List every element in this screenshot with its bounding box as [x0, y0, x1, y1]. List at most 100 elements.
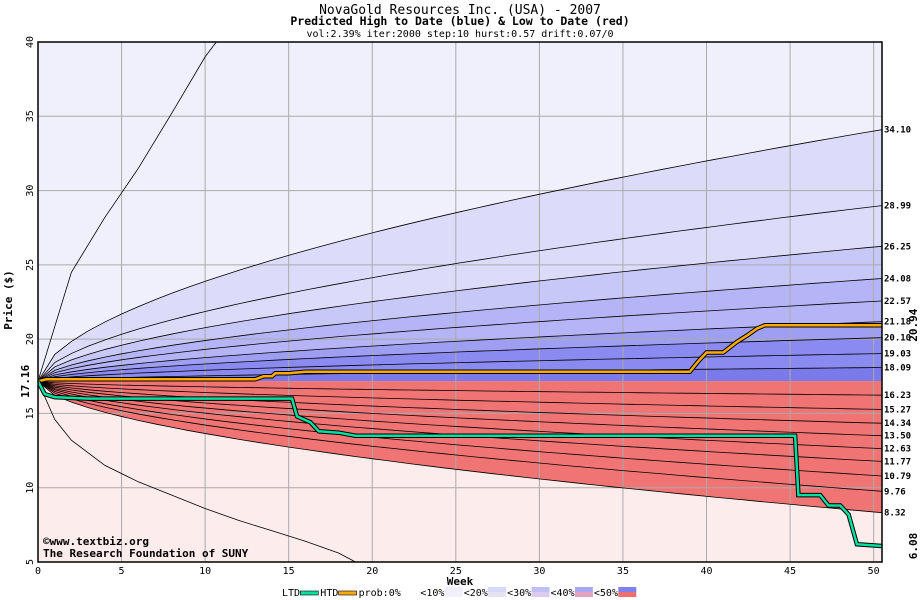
legend-swatch-bottom-3	[488, 592, 507, 597]
high-outer-contour	[38, 42, 217, 382]
y-tick-label-15: 15	[25, 407, 36, 419]
legend: LTD HTD prob:0% <10% <20% <30% <40% <50%	[282, 587, 637, 599]
htd-end-label: 20.94	[907, 308, 920, 341]
high-contour-4	[38, 278, 882, 382]
legend-swatch-bottom-5	[574, 592, 593, 597]
high-end-label-6: 21.18	[884, 318, 911, 328]
x-tick-label-0: 0	[35, 566, 41, 577]
credit-website: ©www.textbiz.org	[43, 535, 149, 548]
legend-swatch-top-2	[444, 587, 463, 592]
high-end-label-3: 26.25	[884, 242, 911, 252]
plot-border	[37, 41, 883, 563]
chart-params: vol:2.39% iter:2000 step:10 hurst:0.57 d…	[306, 29, 613, 40]
probability-bands	[38, 42, 882, 562]
legend-label-1: prob:0%	[359, 588, 401, 599]
legend-swatch-4	[531, 587, 550, 597]
x-tick-label-30: 30	[533, 566, 545, 577]
legend-swatch-top-6	[618, 587, 637, 592]
x-axis-ticks: 0 5 10 15 20 25 30 35 40 45 50	[35, 566, 880, 577]
x-tick-label-45: 45	[784, 566, 796, 577]
legend-label-ltd: LTD	[282, 588, 300, 599]
low-end-label-5: 12.63	[884, 445, 911, 455]
legend-label-2: <10%	[420, 588, 444, 599]
chart-title: NovaGold Resources Inc. (USA) - 2007	[319, 3, 601, 18]
legend-swatch-2	[444, 587, 463, 597]
x-tick-label-25: 25	[450, 566, 462, 577]
high-contour-5	[38, 300, 882, 382]
low-contour-8	[38, 380, 882, 492]
legend-swatch-top-3	[488, 587, 507, 592]
high-contour-2	[38, 205, 882, 382]
low-contour-9	[38, 380, 882, 514]
plot-area	[37, 41, 883, 563]
x-axis-title: Week	[447, 575, 474, 588]
x-tick-label-10: 10	[199, 566, 211, 577]
y-tick-label-10: 10	[25, 482, 36, 494]
y-axis-ticks: 5 10 15 20 25 30 35 40	[25, 36, 36, 565]
low-end-label-1: 16.23	[884, 391, 911, 401]
high-contour-1	[38, 129, 882, 382]
y-tick-label-40: 40	[25, 36, 36, 48]
legend-swatch-1	[401, 587, 420, 597]
low-band-9	[38, 381, 882, 513]
contour-lines	[38, 42, 882, 562]
x-tick-label-20: 20	[366, 566, 378, 577]
low-end-label-8: 9.76	[884, 487, 906, 497]
high-contour-6	[38, 321, 882, 382]
legend-swatch-5	[574, 587, 593, 597]
legend-swatch-ltd	[299, 590, 319, 596]
low-end-label-9: 8.32	[884, 509, 906, 519]
y-tick-label-5: 5	[25, 559, 36, 565]
y-axis-title: Price ($)	[2, 270, 15, 330]
legend-swatch-bottom-1	[401, 592, 420, 597]
high-end-label-2: 28.99	[884, 202, 911, 212]
high-contour-3	[38, 245, 882, 382]
low-contour-2	[38, 380, 882, 410]
start-price-label: 17.16	[19, 364, 32, 397]
low-outer-contour	[38, 381, 356, 562]
x-tick-label-5: 5	[119, 566, 125, 577]
legend-swatch-bottom-6	[618, 592, 637, 597]
high-end-label-9: 18.09	[884, 364, 911, 374]
legend-label-6: <50%	[594, 588, 618, 599]
legend-swatch-htd	[338, 590, 357, 596]
legend-swatch-top-5	[574, 587, 593, 592]
high-contour-8	[38, 353, 882, 382]
legend-label-4: <30%	[507, 588, 531, 599]
legend-swatch-top-4	[531, 587, 550, 592]
high-end-label-8: 19.03	[884, 350, 911, 360]
legend-swatch-6	[618, 587, 637, 597]
y-tick-label-20: 20	[25, 333, 36, 345]
legend-swatch-bottom-4	[531, 592, 550, 597]
high-end-label-1: 34.10	[884, 126, 911, 136]
low-end-label-4: 13.50	[884, 432, 911, 442]
y-tick-label-30: 30	[25, 185, 36, 197]
series-ltd-line	[38, 380, 882, 548]
legend-swatch-top-1	[401, 587, 420, 592]
band-end-labels: 34.10 28.99 26.25 24.08 22.57 21.18 20.10 19.03…	[884, 126, 912, 519]
low-end-label-6: 11.77	[884, 457, 911, 467]
x-tick-label-15: 15	[283, 566, 295, 577]
legend-swatch-bottom-2	[444, 592, 463, 597]
y-tick-label-25: 25	[25, 259, 36, 271]
legend-swatch-3	[488, 587, 507, 597]
low-contour-7	[38, 380, 882, 477]
low-contour-4	[38, 380, 882, 437]
y-tick-label-35: 35	[25, 110, 36, 122]
legend-label-5: <40%	[551, 588, 575, 599]
legend-label-htd: HTD	[320, 588, 338, 599]
low-end-label-3: 14.34	[884, 419, 912, 429]
low-end-label-2: 15.27	[884, 405, 911, 415]
series-htd-line	[38, 323, 882, 383]
x-tick-label-40: 40	[700, 566, 712, 577]
x-tick-label-50: 50	[868, 566, 880, 577]
low-contour-1	[38, 380, 882, 396]
chart-subtitle: Predicted High to Date (blue) & Low to D…	[290, 14, 629, 28]
legend-label-3: <20%	[464, 588, 488, 599]
high-end-label-4: 24.08	[884, 275, 911, 285]
high-end-label-7: 20.10	[884, 334, 911, 344]
low-contour-5	[38, 380, 882, 449]
high-end-label-5: 22.57	[884, 297, 911, 307]
ltd-end-label: 6.08	[907, 533, 920, 560]
